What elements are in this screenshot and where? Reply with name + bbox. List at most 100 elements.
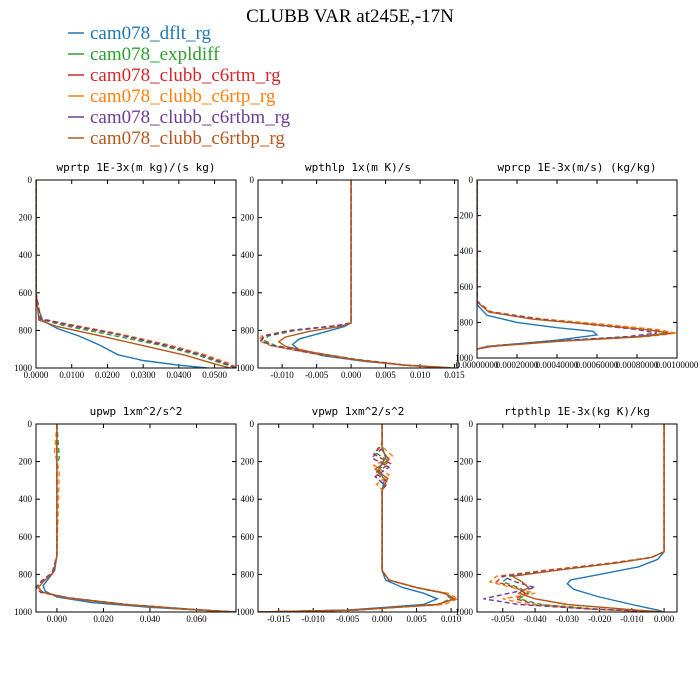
x-tick-label: 0.000 [654,614,675,624]
y-tick-label: 400 [241,250,255,260]
x-tick-label: -0.005 [336,614,360,624]
x-tick-label: 0.00020000 [496,360,539,370]
series-line [477,180,674,350]
x-tick-label: 0.010 [410,370,431,380]
series-line [258,424,453,612]
y-tick-label: 800 [19,569,33,579]
y-tick-label: 600 [19,288,33,298]
y-tick-label: 800 [19,325,33,335]
y-tick-label: 1000 [455,607,474,617]
series-line [258,424,457,612]
y-tick-label: 200 [460,211,474,221]
series-line [494,424,665,612]
series-line [36,424,236,612]
plot-frame [257,423,459,613]
x-tick-label: -0.010 [302,614,326,624]
x-tick-label: -0.040 [523,614,547,624]
panel-title: vpwp 1xm^2/s^2 [312,405,405,418]
x-tick-label: 0.040 [140,614,161,624]
x-tick-label: 0.00080000 [616,360,659,370]
x-tick-label: 0.010 [441,614,462,624]
y-tick-label: 1000 [236,363,255,373]
x-tick-label: 0.005 [406,614,427,624]
series-line [36,180,236,368]
y-tick-label: 0 [28,175,33,185]
y-tick-label: 400 [19,250,33,260]
x-tick-label: -0.020 [588,614,612,624]
chart-panel: wprcp 1E-3x(m/s) (kg/kg) 0 200 400 600 800 100… [455,161,699,370]
y-tick-label: 0 [250,419,255,429]
x-tick-label: 0.0400 [166,370,191,380]
x-tick-label: -0.010 [271,370,295,380]
y-tick-label: 800 [241,325,255,335]
series-line [258,424,457,612]
y-tick-label: 400 [19,494,33,504]
x-tick-label: 0.000 [341,370,362,380]
series-line [263,180,455,368]
y-tick-label: 800 [460,569,474,579]
series-line [477,180,672,350]
chart-panel: upwp 1xm^2/s^2 0 200 400 600 800 1000 0.000 0.02… [14,405,237,624]
y-tick-label: 1000 [14,363,33,373]
y-tick-label: 1000 [236,607,255,617]
series-line [477,180,668,350]
x-tick-label: 0.0100 [59,370,84,380]
series-line [277,180,452,368]
panel-title: wprcp 1E-3x(m/s) (kg/kg) [498,161,657,174]
x-tick-label: 0.0000 [24,370,49,380]
y-tick-label: 600 [460,282,474,292]
y-tick-label: 600 [19,532,33,542]
series-line [36,180,236,368]
x-tick-label: 0.0500 [202,370,227,380]
series-line [37,424,236,612]
y-tick-label: 800 [241,569,255,579]
series-line [259,180,455,368]
panel-title: rtpthlp 1E-3x(kg K)/kg [504,405,650,418]
panel-title: wpthlp 1x(m K)/s [305,161,411,174]
y-tick-label: 200 [241,457,255,467]
y-tick-label: 1000 [14,607,33,617]
plot-frame [476,179,678,359]
x-tick-label: 0.00100000 [656,360,699,370]
series-line [36,180,208,368]
series-line [36,180,236,368]
series-line [291,180,448,368]
x-tick-label: 0.0200 [95,370,120,380]
series-line [42,424,236,612]
legend-entry: cam078_clubb_c6rtbp_rg [90,128,285,149]
x-tick-label: 0.005 [375,370,396,380]
x-tick-label: -0.005 [305,370,329,380]
legend-entry: cam078_dflt_rg [90,23,212,44]
y-tick-label: 0 [469,419,474,429]
y-tick-label: 1000 [455,353,474,363]
x-tick-label: -0.050 [491,614,515,624]
y-tick-label: 600 [460,532,474,542]
plot-frame [476,423,678,613]
series-line [258,424,457,612]
legend: cam078_dflt_rgcam078_expldiffcam078_club… [68,23,291,149]
chart-panels: wprtp 1E-3x(m kg)/(s kg) 0 200 400 600 800 100… [14,161,699,624]
series-line [36,180,231,368]
series-line [258,424,458,612]
series-line [37,424,236,612]
figure-title: CLUBB VAR at245E,-17N [246,6,454,27]
legend-entry: cam078_clubb_c6rtbm_rg [90,107,291,128]
series-line [483,424,665,612]
chart-panel: vpwp 1xm^2/s^2 0 200 400 600 800 1000 -0.015 -0.… [236,405,462,624]
series-line [488,424,665,612]
y-tick-label: 600 [241,288,255,298]
panel-title: upwp 1xm^2/s^2 [90,405,183,418]
y-tick-label: 0 [469,175,474,185]
x-tick-label: 0.00000000 [456,360,499,370]
y-tick-label: 200 [460,457,474,467]
x-tick-label: 0.020 [93,614,114,624]
y-tick-label: 200 [19,457,33,467]
series-line [477,180,658,350]
series-line [36,424,236,612]
y-tick-label: 400 [241,494,255,504]
series-line [501,424,665,612]
series-line [36,180,236,368]
y-tick-label: 600 [241,532,255,542]
x-tick-label: 0.060 [186,614,207,624]
